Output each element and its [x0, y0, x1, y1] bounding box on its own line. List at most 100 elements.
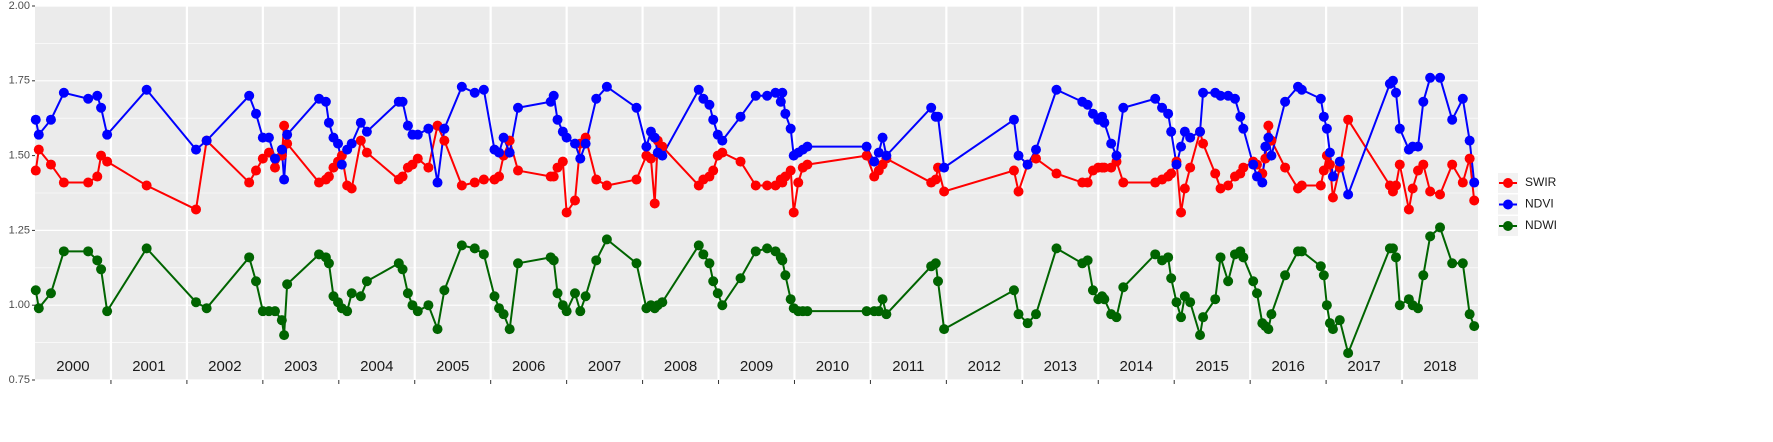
point	[432, 177, 443, 188]
point	[469, 87, 480, 98]
point	[569, 195, 580, 206]
year-label: 2008	[664, 358, 697, 375]
point	[1469, 195, 1480, 206]
point	[1166, 273, 1177, 284]
point	[423, 162, 434, 173]
year-label: 2006	[512, 358, 545, 375]
point	[323, 117, 334, 128]
point	[708, 165, 719, 176]
point	[1008, 114, 1019, 125]
point	[1266, 150, 1277, 161]
point	[548, 90, 559, 101]
point	[881, 309, 892, 320]
y-tick-label: 1.75	[9, 75, 30, 87]
point	[569, 288, 580, 299]
point	[1343, 114, 1354, 125]
point	[141, 243, 152, 254]
marks	[30, 72, 1480, 359]
point	[645, 153, 656, 164]
point	[1318, 111, 1329, 122]
point	[601, 234, 612, 245]
point	[33, 303, 44, 314]
point	[1171, 297, 1182, 308]
point	[1321, 123, 1332, 134]
point	[775, 96, 786, 107]
point	[735, 273, 746, 284]
point	[96, 102, 107, 113]
point	[548, 255, 559, 266]
point	[1087, 285, 1098, 296]
point	[1318, 270, 1329, 281]
point	[1111, 150, 1122, 161]
point	[933, 111, 944, 122]
grid: 0.75 1.00 1.25 1.50 1.75 2.00 2000 2001 2002 2003…	[9, 0, 1478, 386]
point	[1111, 312, 1122, 323]
point	[1099, 162, 1110, 173]
point	[1425, 231, 1436, 242]
point	[1166, 126, 1177, 137]
point	[704, 99, 715, 110]
point	[494, 147, 505, 158]
point	[649, 198, 660, 209]
point	[92, 90, 103, 101]
point	[412, 129, 423, 140]
point	[201, 135, 212, 146]
point	[802, 306, 813, 317]
point	[1280, 270, 1291, 281]
point	[1394, 300, 1405, 311]
point	[1387, 243, 1398, 254]
point	[102, 129, 113, 140]
point	[1099, 294, 1110, 305]
point	[355, 291, 366, 302]
point	[469, 177, 480, 188]
point	[1251, 288, 1262, 299]
point	[557, 156, 568, 167]
point	[575, 306, 586, 317]
point	[1223, 180, 1234, 191]
point	[333, 138, 344, 149]
point	[1435, 72, 1446, 83]
point	[569, 138, 580, 149]
point	[244, 177, 255, 188]
y-tick-label: 0.75	[9, 374, 30, 386]
point	[1082, 255, 1093, 266]
point	[30, 165, 41, 176]
point	[141, 180, 152, 191]
point	[1030, 153, 1041, 164]
point	[735, 111, 746, 122]
point	[649, 132, 660, 143]
point	[1260, 141, 1271, 152]
point	[201, 303, 212, 314]
legend-point	[1503, 178, 1513, 188]
point	[591, 255, 602, 266]
year-label: 2000	[56, 358, 89, 375]
point	[698, 249, 709, 260]
point	[45, 288, 56, 299]
point	[1425, 72, 1436, 83]
point	[762, 243, 773, 254]
y-tick-label: 1.25	[9, 224, 30, 236]
point	[412, 306, 423, 317]
point	[30, 114, 41, 125]
point	[489, 291, 500, 302]
point	[282, 129, 293, 140]
point	[397, 264, 408, 275]
year-label: 2001	[132, 358, 165, 375]
point	[1198, 312, 1209, 323]
year-label: 2015	[1195, 358, 1228, 375]
point	[141, 84, 152, 95]
point	[861, 150, 872, 161]
point	[631, 102, 642, 113]
point	[717, 147, 728, 158]
point	[1387, 75, 1398, 86]
point	[802, 141, 813, 152]
point	[1334, 315, 1345, 326]
point	[552, 288, 563, 299]
point	[1435, 189, 1446, 200]
point	[1185, 297, 1196, 308]
point	[269, 306, 280, 317]
point	[1013, 309, 1024, 320]
point	[930, 258, 941, 269]
point	[423, 300, 434, 311]
point	[1457, 258, 1468, 269]
